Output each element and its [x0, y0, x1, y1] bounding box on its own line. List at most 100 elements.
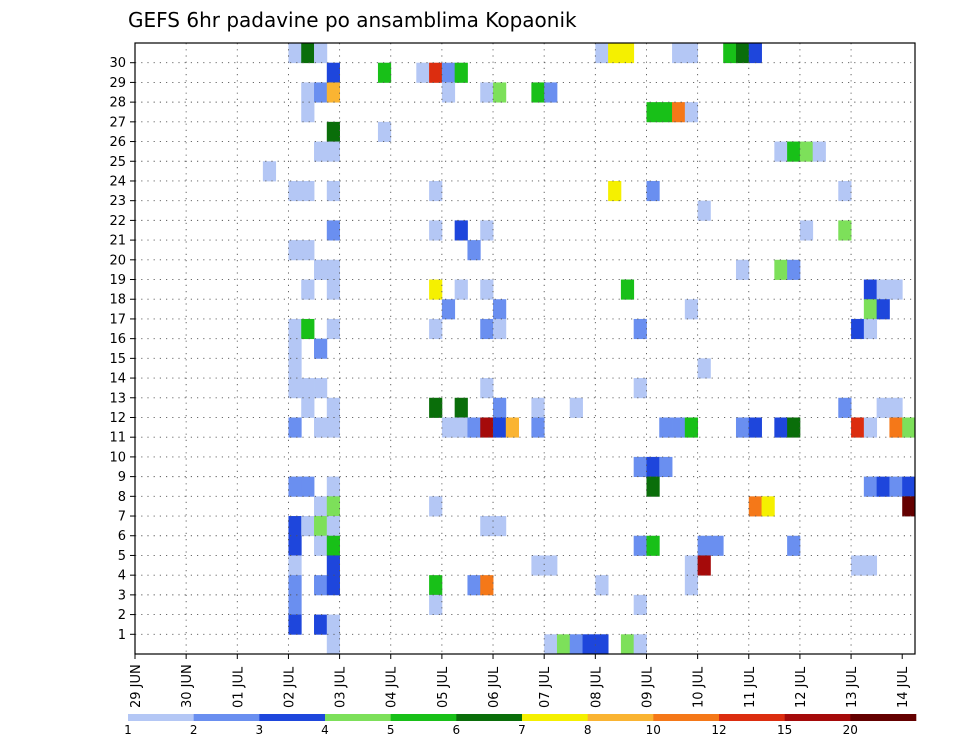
- heatmap-cell: [787, 417, 801, 438]
- y-tick-label: 25: [109, 155, 126, 170]
- x-tick-label: 29 JUN: [129, 664, 144, 708]
- heatmap-cell: [326, 496, 340, 517]
- heatmap-cell: [595, 43, 609, 64]
- heatmap-cell: [467, 575, 481, 596]
- heatmap-cell: [288, 378, 302, 399]
- y-tick-label: 8: [118, 490, 126, 505]
- heatmap-cell: [454, 417, 468, 438]
- heatmap-cell: [301, 516, 315, 537]
- heatmap-cell: [314, 614, 328, 635]
- heatmap-cell: [595, 575, 609, 596]
- heatmap-cell: [582, 634, 596, 655]
- heatmap-cell: [569, 397, 583, 418]
- heatmap-cell: [493, 516, 507, 537]
- y-tick-label: 17: [109, 312, 126, 327]
- heatmap-cell: [876, 279, 890, 300]
- heatmap-cell: [480, 378, 494, 399]
- heatmap-cell: [326, 279, 340, 300]
- heatmap-cell: [301, 318, 315, 340]
- legend-swatch: [587, 714, 654, 721]
- heatmap-cell: [620, 279, 635, 300]
- heatmap-cell: [863, 476, 878, 497]
- y-tick-label: 14: [109, 372, 126, 387]
- heatmap-cell: [608, 43, 622, 64]
- y-tick-label: 28: [109, 96, 126, 111]
- legend: 1 2 3 4 5 6 7 8 10 12 15 20: [124, 714, 917, 737]
- heatmap-cell: [646, 456, 660, 478]
- heatmap-cell: [480, 575, 494, 596]
- heatmap-cell: [326, 82, 340, 103]
- x-tick-label: 01 JUL: [231, 666, 246, 708]
- heatmap-cell: [735, 417, 750, 438]
- y-tick-label: 26: [109, 135, 126, 150]
- legend-swatch: [719, 714, 785, 721]
- heatmap-cell: [761, 496, 775, 517]
- y-tick-label: 11: [109, 431, 126, 446]
- heatmap-cell: [889, 279, 903, 300]
- x-tick-label: 06 JUL: [487, 666, 502, 708]
- heatmap-cell: [876, 476, 890, 497]
- heatmap-cell: [429, 397, 443, 418]
- legend-label: 20: [843, 723, 858, 737]
- legend-swatch: [522, 714, 588, 721]
- heatmap-cell: [454, 279, 468, 300]
- heatmap-cell: [480, 318, 494, 340]
- y-tick-label: 4: [118, 569, 126, 584]
- heatmap-cell: [301, 82, 315, 103]
- heatmap-cell: [902, 496, 916, 517]
- y-tick-label: 9: [118, 470, 126, 485]
- heatmap-cell: [646, 180, 660, 202]
- heatmap-cell: [620, 43, 635, 64]
- heatmap-cell: [876, 397, 890, 418]
- heatmap-cell: [326, 476, 340, 497]
- heatmap-cell: [288, 318, 302, 340]
- heatmap-cell: [697, 535, 711, 556]
- heatmap-cell: [288, 180, 302, 202]
- y-tick-label: 15: [109, 352, 126, 367]
- x-tick-label: 08 JUL: [589, 666, 604, 708]
- heatmap-cell: [697, 358, 711, 379]
- heatmap-cell: [480, 220, 494, 241]
- y-tick-label: 24: [109, 174, 126, 189]
- legend-swatch: [390, 714, 457, 721]
- heatmap-cell: [531, 417, 545, 438]
- heatmap-cell: [288, 338, 302, 359]
- heatmap-cell: [467, 240, 481, 261]
- heatmap-cell: [863, 279, 878, 300]
- heatmap-cell: [659, 417, 673, 438]
- legend-swatch: [325, 714, 391, 721]
- heatmap-cell: [314, 378, 328, 399]
- heatmap-cell: [301, 240, 315, 261]
- heatmap-cell: [314, 575, 328, 596]
- heatmap-cell: [441, 417, 456, 438]
- heatmap-cell: [301, 378, 315, 399]
- heatmap-cell: [429, 62, 443, 83]
- heatmap-cell: [672, 102, 686, 123]
- heatmap-cell: [774, 259, 788, 280]
- y-tick-label: 29: [109, 76, 126, 91]
- heatmap-cell: [544, 634, 558, 655]
- heatmap-cell: [684, 575, 699, 596]
- heatmap-cell: [787, 535, 801, 556]
- x-tick-label: 13 JUL: [845, 666, 860, 708]
- heatmap-cell: [505, 417, 520, 438]
- heatmap-cell: [620, 634, 635, 655]
- heatmap-cell: [326, 535, 340, 556]
- heatmap-cell: [710, 535, 724, 556]
- heatmap-cell: [326, 575, 340, 596]
- legend-swatch: [259, 714, 326, 721]
- legend-swatch: [653, 714, 720, 721]
- heatmap-cell: [889, 397, 903, 418]
- heatmap-cell: [863, 417, 878, 438]
- heatmap-cell: [326, 417, 340, 438]
- legend-label: 2: [190, 723, 198, 737]
- heatmap-cell: [454, 220, 468, 241]
- heatmap-cell: [301, 180, 315, 202]
- heatmap-cell: [493, 318, 507, 340]
- heatmap-cell: [774, 417, 788, 438]
- heatmap-cell: [301, 279, 315, 300]
- y-tick-label: 18: [109, 293, 126, 308]
- y-tick-label: 6: [118, 529, 126, 544]
- legend-label: 15: [777, 723, 792, 737]
- heatmap-cell: [288, 535, 302, 556]
